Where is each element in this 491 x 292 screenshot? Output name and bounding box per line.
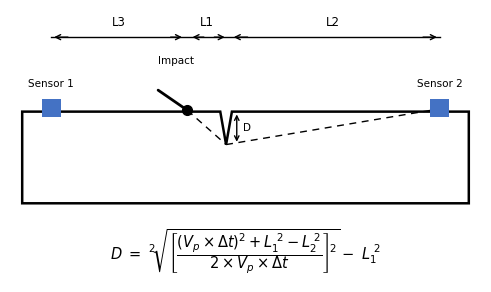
Text: Sensor 1: Sensor 1	[28, 79, 74, 89]
Polygon shape	[22, 112, 469, 203]
Text: L2: L2	[326, 15, 340, 29]
Text: L3: L3	[112, 15, 126, 29]
Text: L1: L1	[200, 15, 214, 29]
Text: Sensor 2: Sensor 2	[417, 79, 463, 89]
Bar	[42, 99, 60, 117]
Bar	[431, 99, 449, 117]
Text: $D \ = \ ^{2}\!\!\sqrt{\left[\dfrac{(V_p \times \Delta t)^2 + L_1^{\ 2} - L_2^{\: $D \ = \ ^{2}\!\!\sqrt{\left[\dfrac{(V_p…	[110, 228, 381, 276]
Text: Impact: Impact	[158, 56, 194, 66]
Text: D: D	[243, 123, 250, 133]
